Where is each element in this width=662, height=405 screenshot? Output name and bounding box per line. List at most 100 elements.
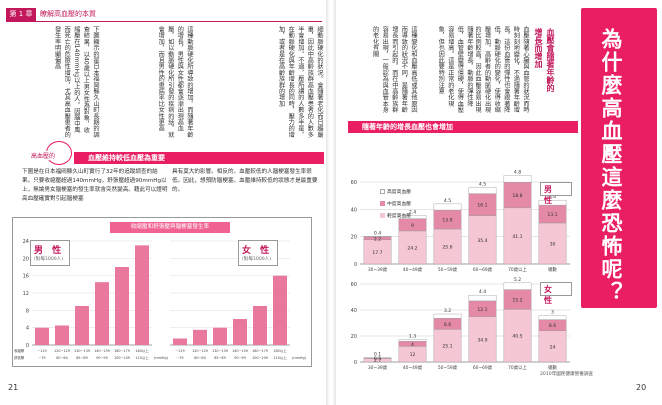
age-chart-value-label: 18.8: [512, 193, 522, 199]
stroke-chart-y-tick: 8: [26, 308, 29, 314]
age-chart-value-label: 4: [411, 342, 414, 348]
right-title-band: [581, 8, 657, 308]
stroke-chart-x-label-systolic: 130~139: [212, 349, 228, 353]
female-label-box: 女 性 (對每1000人): [238, 240, 278, 266]
age-chart-bar-female-0: [538, 330, 567, 363]
stroke-chart-svg: 0 4 8 12 16 20 24 ~119 120~129 130~139 140~159 160…: [14, 239, 307, 360]
age-chart-value-label: 40.5: [512, 334, 522, 340]
stroke-chart-title: 收縮壓和舒張壓與腦梗塞發生率: [110, 222, 230, 233]
age-chart-y-tick: 40: [351, 207, 357, 213]
left-body-col-1: 細動脈硬化的狀況。會隨著老化而日趨嚴重，因此中高齡族群高血壓患者的人數多半會增加…: [277, 26, 323, 138]
stroke-chart-x-label-diastolic: ~79: [38, 356, 45, 360]
age-chart-bar-female-0: [503, 309, 532, 363]
stroke-chart-x-label-systolic: ~119: [37, 349, 46, 353]
stroke-chart-row2-label: 舒張壓: [14, 355, 25, 360]
male-label: 男 性: [34, 246, 65, 256]
legend-mild: 輕度高血壓: [380, 212, 440, 219]
stroke-chart-x-label-diastolic: 80~84: [56, 356, 67, 360]
male-label-box: 男 性 (對每1000人): [30, 240, 70, 266]
age-chart-value-label: 24: [550, 344, 556, 350]
right-subhead: 血壓會隨著年齡的: [545, 28, 556, 92]
legend-moderate: 中度高血壓: [380, 200, 440, 207]
stroke-chart-x-label-diastolic: 80~84: [194, 356, 205, 360]
age-chart-bar-male-2: [538, 199, 567, 206]
stroke-chart-bar-female: [173, 338, 187, 345]
source-note: 2010年國民健康營養調查: [540, 372, 594, 377]
right-subhead-2: 增長而增加: [533, 28, 544, 68]
legend-moderate-swatch: [380, 201, 385, 206]
age-chart-value-label: 34.9: [477, 337, 487, 343]
age-chart-value-label: 2.2: [374, 236, 381, 242]
header-rule: [6, 21, 322, 22]
stroke-chart-x-label-diastolic: ~79: [176, 356, 183, 360]
age-chart-value-label: 16.1: [477, 203, 487, 209]
age-chart-bar-female-0: [433, 329, 462, 363]
stroke-chart-x-label-diastolic: 100~109: [114, 356, 130, 360]
age-chart-value-label: 12: [410, 352, 416, 358]
age-chart-value-label: 13.1: [547, 212, 557, 218]
age-chart-x-label: 30~39歲: [368, 364, 388, 371]
age-chart-value-label: 2.4: [409, 209, 416, 215]
stroke-chart-y-tick: 24: [23, 239, 29, 245]
stroke-chart-bar-female: [273, 275, 287, 345]
stroke-chart-x-label-systolic: 120~129: [54, 349, 70, 353]
age-chart-value-label: 4.5: [479, 181, 486, 187]
female-label: 女 性: [242, 246, 273, 256]
age-legend: 高度高血壓 中度高血壓 輕度高血壓: [380, 188, 440, 219]
right-page-number: 20: [636, 383, 647, 392]
age-chart-bar-male-0: [503, 207, 532, 265]
stroke-chart-unit-left: (mmHg): [154, 356, 169, 360]
age-chart-value-label: 2.7: [374, 358, 381, 364]
age-chart-value-label: 25.1: [442, 344, 452, 350]
sub-paragraph-right: 具有莫大的影響。相反的，血壓較低的人腦梗塞發生率很低。因此，想預防腦梗塞，血壓維…: [172, 169, 318, 193]
age-chart-y-tick: 20: [351, 334, 357, 340]
stroke-chart-bar-male: [75, 306, 89, 345]
age-chart-value-label: 30: [550, 242, 556, 248]
age-chart-x-label: 60~69歲: [473, 266, 493, 273]
age-male-box: 男 性: [540, 182, 572, 205]
age-chart-x-label: 40~49歲: [403, 266, 423, 273]
stroke-chart-bar-male: [135, 245, 149, 345]
age-chart-x-label: 70歲以上: [508, 364, 527, 371]
age-chart-y-tick: 40: [351, 308, 357, 314]
stroke-chart-x-label-systolic: 130~139: [74, 349, 90, 353]
stroke-chart-row1-label: 收縮壓: [14, 348, 25, 353]
age-male-label: 男 性: [544, 185, 555, 205]
age-chart-bar-male-2: [363, 236, 392, 238]
age-chart-x-label: 總數: [548, 266, 557, 273]
stroke-chart-y-tick: 16: [23, 274, 29, 280]
female-sub: (對每1000人): [242, 257, 272, 262]
age-chart-bar-male-0: [468, 215, 497, 265]
age-chart-x-label: 40~49歲: [403, 364, 423, 371]
age-chart-svg: 0 20 40 60 0 20 40 60 17.7 2.20.4 30~39歲 24.2 9 2.4 4…: [351, 170, 570, 371]
stroke-chart-x-label-diastolic: 90~99: [96, 356, 107, 360]
age-chart-x-label: 30~39歲: [368, 266, 388, 273]
age-chart-value-label: 0.4: [374, 230, 381, 236]
age-female-box: 女 性: [540, 282, 572, 305]
right-body-col-2: 隨著年齡增長，動脈的彈性降低，血管壁變得僵硬，使得血壓容易增高，這是正常的老化現…: [437, 26, 473, 113]
age-chart-bar-female-2: [433, 313, 462, 319]
section-title-bar: 血壓維持較低血壓為重要: [74, 152, 324, 164]
age-chart-bar-male-0: [433, 228, 462, 265]
stroke-chart-bar-male: [95, 282, 109, 345]
stroke-chart-bar-female: [233, 319, 247, 345]
age-chart-value-label: 12.1: [477, 307, 487, 313]
stroke-chart-x-label-diastolic: 110以上: [135, 355, 149, 360]
age-chart-bar-male-2: [433, 203, 462, 211]
stroke-chart-x-label-systolic: 160~179: [252, 349, 268, 353]
right-section-title: 隨著年齡的增長血壓也會增加: [362, 123, 453, 131]
left-body-col-3: 下圖顯示的是日本福岡縣久山町長期的調查結果，以40歲以上男女性為對象，收縮壓在1…: [53, 26, 99, 138]
stroke-chart-x-label-systolic: ~119: [175, 349, 184, 353]
age-chart-value-label: 9: [411, 223, 414, 229]
age-chart-value-label: 4.5: [444, 198, 451, 204]
age-chart-value-label: 24.2: [407, 245, 417, 251]
age-chart-value-label: 3.6: [549, 194, 556, 200]
age-chart-bar-male-0: [538, 222, 567, 265]
age-chart-value-label: 8.6: [549, 323, 556, 329]
age-chart-x-label: 60~69歲: [473, 364, 493, 371]
right-section-bar: 隨著年齡的增長血壓也會增加: [348, 121, 578, 133]
age-chart-value-label: 13.9: [442, 218, 452, 224]
age-chart-value-label: 4.8: [514, 170, 521, 176]
age-chart-y-tick: 20: [351, 235, 357, 241]
age-chart-value-label: 0.5: [374, 356, 381, 362]
